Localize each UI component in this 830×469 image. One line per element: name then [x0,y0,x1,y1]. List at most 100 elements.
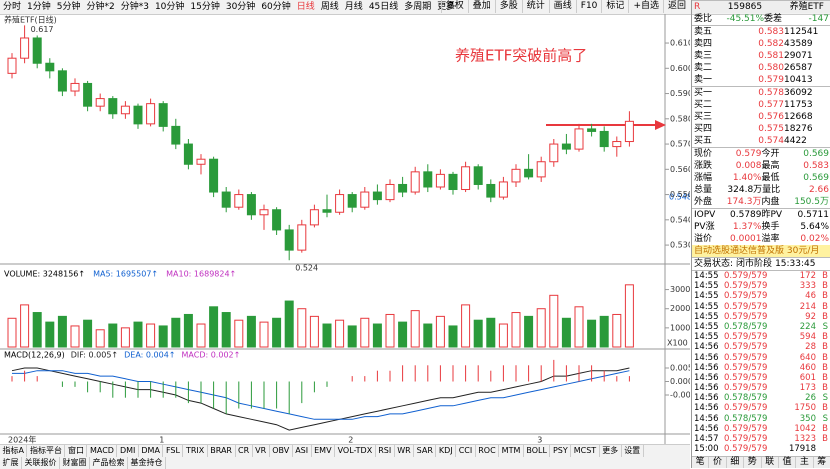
quote-tab[interactable]: 主 [796,457,814,468]
tool-button[interactable]: F10 [575,0,602,13]
quote-cell: IOPV [694,210,716,220]
indicator-tab[interactable]: SAR [414,445,437,457]
period-tab[interactable]: 45日线 [368,1,399,12]
quote-cell: 0.0001 [730,234,762,244]
period-tab[interactable]: 周线 [320,1,339,12]
period-tab[interactable]: 多周期 [404,1,432,12]
quote-tab[interactable]: 联 [762,457,779,468]
volume-bar [45,321,55,348]
extra-tab[interactable]: 财富圈 [60,457,90,469]
indicator-tab[interactable]: KDJ [436,445,457,457]
tick-cell: 14:55 [694,291,719,302]
quote-cell: 总量 [694,185,713,195]
quote-cell: PV涨 [694,222,715,232]
quote-tab[interactable]: 价 [709,457,727,468]
tool-button[interactable]: +自选 [628,0,663,13]
tick-cell: 0.578/579 [724,393,768,404]
volume-bar [95,329,105,348]
indicator-tab[interactable]: MACD [87,445,118,457]
quote-row: 卖一 0.579 10413 [692,74,830,86]
period-tab[interactable]: 分钟*2 [86,1,115,12]
indicator-tab[interactable]: 指标平台 [27,445,66,457]
period-tab[interactable]: 1分钟 [27,1,51,12]
tick-cell: B [822,403,828,414]
indicator-tab[interactable]: TRIX [183,445,208,457]
indicator-tab[interactable]: DMI [117,445,139,457]
period-tab[interactable]: 10分钟 [154,1,185,12]
indicator-tab[interactable]: EMV [312,445,336,457]
tick-cell: 14:55 [694,271,719,281]
tool-button[interactable]: 标记 [601,0,628,13]
period-tab[interactable]: 更多 [437,1,456,12]
indicator-tab[interactable]: BOLL [524,445,551,457]
indicator-tab[interactable]: PSY [550,445,572,457]
period-tab[interactable]: 30分钟 [225,1,256,12]
indicator-tab[interactable]: MTM [499,445,524,457]
indicator-tab[interactable]: 窗口 [65,445,88,457]
period-tab[interactable]: 分钟*3 [120,1,149,12]
tool-button[interactable]: 多股 [494,0,522,13]
volume-bar [599,315,609,348]
tick-row: 14:57 0.579/579 1323 B [692,434,830,444]
indicator-tab[interactable]: MCST [571,445,600,457]
tick-row: 14:56 0.579/579 640 B [692,353,830,363]
candle-body [133,105,143,125]
volume-bar [587,319,597,348]
quote-tab[interactable]: 值 [779,457,797,468]
indicator-tab[interactable]: WR [395,445,415,457]
candle-body [624,120,634,143]
indicator-tab[interactable]: CCI [456,445,476,457]
indicator-tab[interactable]: VOL-TDX [335,445,376,457]
candle-body [209,158,219,193]
tool-button[interactable]: 画线 [548,0,576,13]
extra-tab[interactable]: 产品检索 [90,457,128,469]
quote-row: PV涨 1.37% 换手 5.64% [692,221,830,233]
tick-cell: 214 [799,301,816,312]
extra-tab[interactable]: 关联报价 [22,457,60,469]
quote-row: 卖四 0.582 43589 [692,38,830,50]
period-tab[interactable]: 60分钟 [261,1,291,12]
period-tab[interactable]: 日线 [296,1,315,12]
quote-cell: 0.583 [758,27,784,37]
indicator-tab[interactable]: BRAR [208,445,236,457]
status-cell: 15:33:45 [775,259,816,269]
indicator-tab[interactable]: DMA [139,445,164,457]
indicator-tab[interactable]: RSI [376,445,395,457]
tool-button[interactable]: 叠加 [467,0,495,13]
quote-tab[interactable]: 势 [744,457,762,468]
indicator-tab[interactable]: ASI [293,445,312,457]
tool-button[interactable]: 统计 [521,0,549,13]
indicator-tab[interactable]: 更多 [600,445,622,457]
tool-button[interactable]: 返回 [662,0,690,13]
indicator-tab[interactable]: ROC [476,445,500,457]
quote-cell: 0.579 [735,149,762,159]
indicator-tab[interactable]: FSL [163,445,184,457]
candle-body [372,191,382,201]
quote-tab[interactable]: 笔 [692,457,710,468]
tick-row: 14:55 0.579/579 92 B [692,312,830,322]
volume-bar [108,323,118,348]
indicator-tab[interactable]: OBV [270,445,293,457]
period-tab[interactable]: 5分钟 [56,1,81,12]
candle-body [246,194,256,216]
period-tab[interactable]: 分时 [3,1,22,12]
tool-button[interactable]: 复权 [440,0,468,13]
period-tab[interactable]: 月线 [344,1,363,12]
quote-cell: 溢价 [694,234,713,244]
indicator-tab[interactable]: VR [253,445,270,457]
quote-tab[interactable]: 细 [727,457,745,468]
x-tick-label: 2 [348,436,353,445]
quote-tabs: 笔价细势联值主筹 [692,456,830,468]
extra-tab[interactable]: 基金持仓 [128,457,166,469]
y-tick-label: 0.570 [670,140,690,149]
indicator-tab[interactable]: CR [236,445,253,457]
quote-cell: -45.51% [726,14,765,24]
indicator-tab[interactable]: 设置 [622,445,644,457]
extra-tab[interactable]: 扩展 [0,457,22,469]
tick-cell: 333 [799,281,816,292]
period-tab[interactable]: 15分钟 [190,1,220,12]
indicator-tab[interactable]: 指标A [0,445,28,457]
y-tick-label: 0.580 [670,114,690,123]
quote-tab[interactable]: 筹 [814,457,830,468]
quote-cell: 1.40% [732,173,762,183]
